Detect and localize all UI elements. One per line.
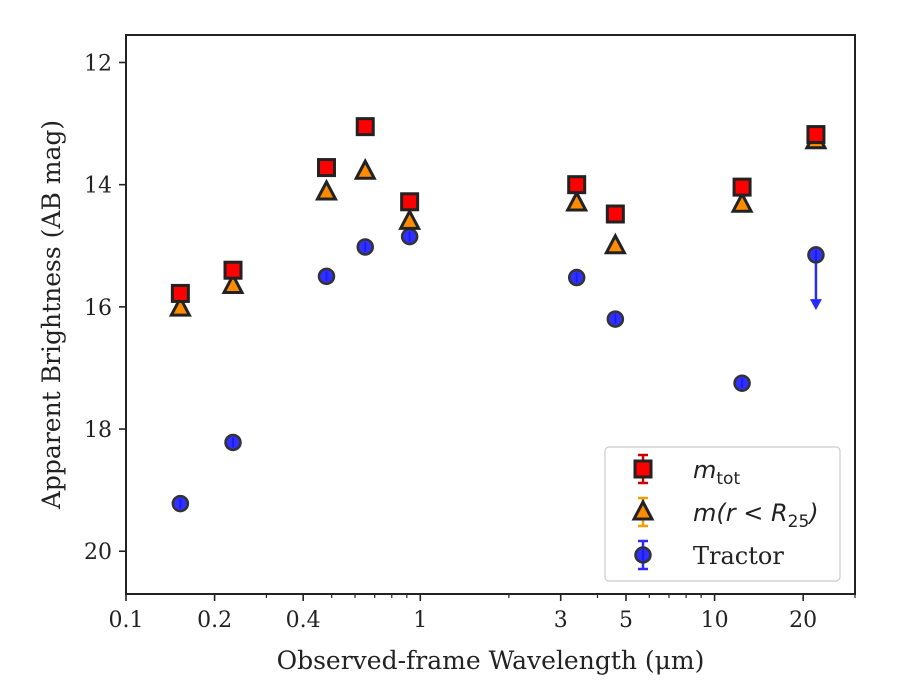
data-point [807, 246, 825, 264]
series-circle [171, 227, 825, 513]
y-tick-label: 20 [84, 540, 112, 565]
data-point [605, 204, 625, 224]
legend-entry: mtot [633, 453, 740, 489]
x-tick-label: 3 [554, 608, 568, 633]
plot-frame [125, 34, 856, 595]
data-point [221, 272, 245, 294]
data-point [567, 268, 586, 287]
data-point [170, 283, 190, 303]
data-point [171, 494, 190, 513]
data-point [400, 227, 419, 246]
x-tick-label: 10 [701, 608, 729, 633]
legend-label: m(r < R25) [693, 499, 819, 532]
data-point [732, 177, 752, 197]
data-point [733, 374, 751, 392]
data-point [603, 232, 627, 255]
data-point [606, 310, 625, 328]
legend: mtot m(r < R25) Tractor [604, 446, 841, 582]
data-point [565, 189, 589, 212]
y-tick-label: 12 [84, 51, 112, 76]
data-point [314, 178, 338, 201]
x-tick-label: 5 [619, 608, 633, 633]
plot-area [168, 117, 828, 513]
data-point [567, 175, 587, 195]
data-point [224, 433, 242, 452]
x-tick-label: 1 [413, 608, 427, 633]
series-triangle [168, 127, 828, 317]
data-point [223, 260, 243, 280]
legend-entry: m(r < R25) [631, 496, 819, 532]
x-axis-label: Observed-frame Wavelength (μm) [277, 646, 705, 675]
legend-marker [634, 546, 652, 564]
y-axis-label: Apparent Brightness (AB mag) [37, 120, 66, 510]
legend-box [604, 446, 841, 582]
data-point [730, 191, 754, 213]
x-tick-label: 0.1 [109, 608, 144, 633]
x-tick-label: 20 [789, 608, 817, 633]
data-point [317, 267, 336, 286]
data-point [356, 238, 374, 256]
legend-marker [631, 498, 655, 521]
y-tick-label: 18 [84, 418, 112, 443]
data-point [316, 158, 336, 178]
y-tick-label: 14 [84, 174, 112, 199]
legend-marker [633, 459, 653, 479]
data-point [806, 125, 826, 145]
x-tick-label: 0.2 [197, 608, 232, 633]
upper-limit-arrowhead [809, 299, 822, 311]
legend-label: Tractor [693, 542, 784, 570]
data-point [355, 117, 375, 137]
data-point [398, 208, 422, 230]
x-tick-label: 0.4 [286, 608, 321, 633]
series-square [170, 117, 826, 303]
axes: 0.1 0.2 0.4 1 3 5 10 20 12 14 16 18 20 Observed-frame… [37, 34, 856, 675]
y-tick-label: 16 [84, 296, 112, 321]
data-point [168, 294, 192, 317]
data-point [400, 192, 420, 212]
legend-entry: Tractor [634, 539, 784, 571]
legend-label: mtot [693, 456, 740, 489]
data-point [353, 158, 377, 180]
